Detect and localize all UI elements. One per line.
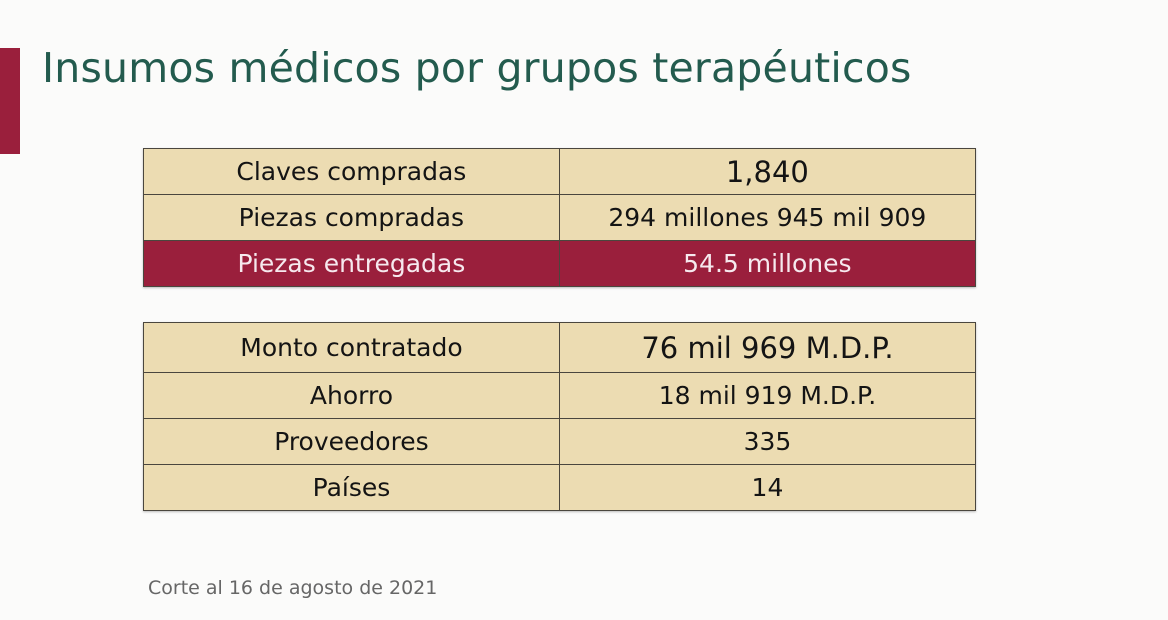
table-row: Ahorro 18 mil 919 M.D.P. <box>143 372 977 419</box>
cutoff-date-footnote: Corte al 16 de agosto de 2021 <box>148 577 438 599</box>
row-value: 1,840 <box>558 148 977 195</box>
row-value: 18 mil 919 M.D.P. <box>558 372 977 419</box>
table-row: Piezas compradas 294 millones 945 mil 90… <box>143 194 977 241</box>
row-value: 54.5 millones <box>558 240 977 287</box>
row-value: 294 millones 945 mil 909 <box>558 194 977 241</box>
table-row: Proveedores 335 <box>143 418 977 465</box>
row-label: Piezas entregadas <box>143 240 560 287</box>
row-label: Ahorro <box>143 372 560 419</box>
table-row: Países 14 <box>143 464 977 511</box>
row-value: 14 <box>558 464 977 511</box>
row-label: Monto contratado <box>143 322 560 373</box>
accent-bar <box>0 48 20 154</box>
purchase-summary-table: Claves compradas 1,840 Piezas compradas … <box>143 148 977 287</box>
contract-summary-table: Monto contratado 76 mil 969 M.D.P. Ahorr… <box>143 322 977 511</box>
row-label: Piezas compradas <box>143 194 560 241</box>
row-value: 335 <box>558 418 977 465</box>
row-label: Claves compradas <box>143 148 560 195</box>
table-row: Claves compradas 1,840 <box>143 148 977 195</box>
table-row: Monto contratado 76 mil 969 M.D.P. <box>143 322 977 373</box>
row-label: Países <box>143 464 560 511</box>
table-row-highlighted: Piezas entregadas 54.5 millones <box>143 240 977 287</box>
row-label: Proveedores <box>143 418 560 465</box>
page-title: Insumos médicos por grupos terapéuticos <box>42 44 912 92</box>
row-value: 76 mil 969 M.D.P. <box>558 322 977 373</box>
